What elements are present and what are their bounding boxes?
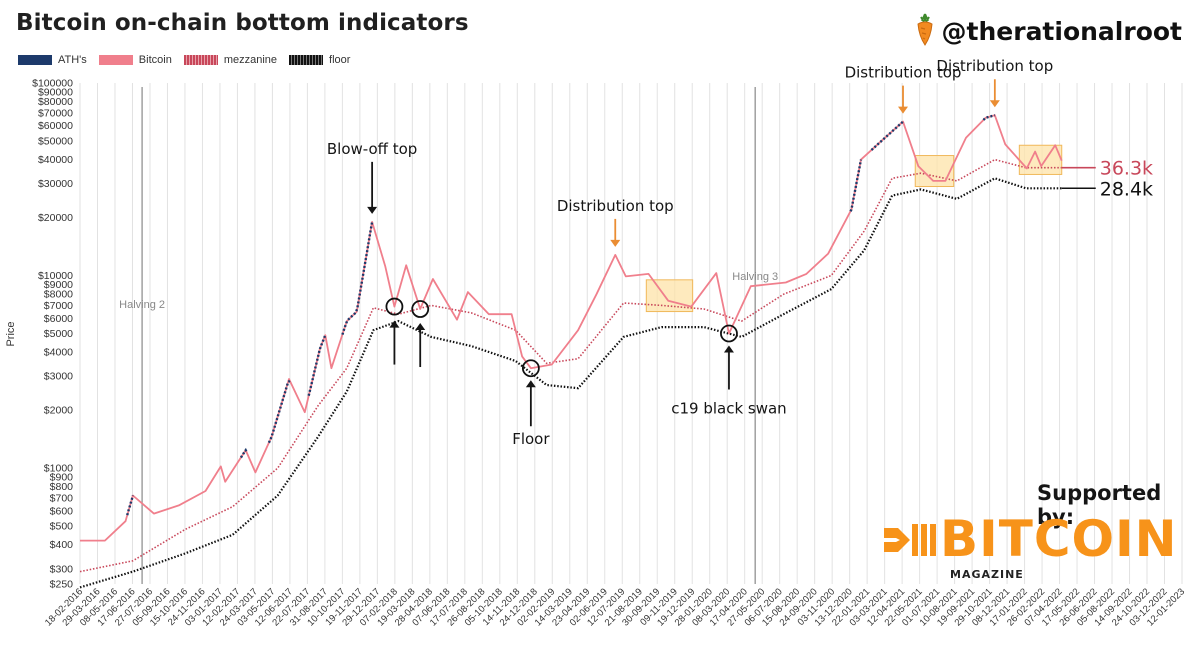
- annotation-label: Blow-off top: [327, 140, 417, 158]
- y-tick-label: $20000: [38, 212, 73, 224]
- chart-legend: ATH's Bitcoin mezzanine floor: [18, 54, 362, 66]
- y-tick-label: $30000: [38, 178, 73, 190]
- bitcoin-magazine-wordmark: BITCOIN: [940, 510, 1178, 568]
- callout-label: 28.4k: [1100, 178, 1153, 200]
- y-tick-label: $8000: [44, 289, 73, 301]
- annotation-arrow-head: [989, 100, 1000, 108]
- annotation-arrow-head: [610, 239, 621, 247]
- highlight-circle: [411, 300, 430, 318]
- ath-segment: [239, 447, 248, 459]
- legend-swatch-mezzanine: [183, 55, 218, 65]
- callout-label: 36.3k: [1100, 158, 1153, 180]
- y-tick-label: $600: [50, 505, 74, 517]
- chart-title: Bitcoin on-chain bottom indicators: [16, 10, 469, 36]
- y-tick-label: $50000: [38, 135, 73, 147]
- author-brand: @therationalroot: [914, 12, 1182, 50]
- y-tick-label: $6000: [44, 313, 73, 325]
- series-line-mezzanine: [79, 158, 1062, 573]
- ath-segment: [126, 495, 135, 516]
- legend-item-mezzanine: mezzanine: [183, 54, 278, 66]
- y-tick-label: $2000: [44, 405, 73, 417]
- annotation-arrow-head: [415, 323, 426, 331]
- y-tick-label: $700: [50, 492, 74, 504]
- legend-item-floor: floor: [289, 54, 350, 66]
- annotation-arrow-head: [389, 320, 400, 328]
- highlight-circle: [521, 359, 540, 378]
- halving-lines: Halving 2 Halving 3: [119, 87, 778, 584]
- annotation-label: Floor: [512, 430, 550, 448]
- bitcoin-magazine-subtitle: MAGAZINE: [950, 568, 1024, 581]
- annotation-label: Distribution top: [845, 64, 962, 82]
- y-tick-label: $300: [50, 563, 74, 575]
- y-tick-label: $500: [50, 521, 74, 533]
- y-tick-label: $70000: [38, 107, 73, 119]
- chart-series: [79, 114, 1063, 589]
- annotation-arrow-head: [525, 380, 536, 388]
- legend-item-ath: ATH's: [18, 54, 87, 66]
- ath-segment: [307, 334, 327, 396]
- y-tick-label: $5000: [44, 328, 73, 340]
- y-tick-label: $800: [50, 481, 74, 493]
- annotation-label: Distribution top: [936, 57, 1053, 75]
- y-tick-label: $1000: [44, 463, 73, 475]
- legend-label-floor: floor: [329, 54, 351, 66]
- ath-segment: [870, 120, 904, 151]
- carrot-icon: [914, 12, 936, 50]
- bitcoin-magazine-logo: BITCOIN MAGAZINE: [884, 510, 1178, 581]
- legend-label-bitcoin: Bitcoin: [138, 54, 172, 66]
- highlight-zone: [1018, 144, 1063, 175]
- halving-label: Halving 2: [119, 299, 165, 311]
- y-tick-label: $3000: [44, 371, 73, 383]
- y-tick-label: $9000: [44, 279, 73, 291]
- y-tick-label: $90000: [38, 86, 73, 98]
- series-line-bitcoin: [80, 114, 1063, 542]
- y-tick-label: $10000: [38, 270, 73, 282]
- highlight-circle: [720, 324, 738, 343]
- series-line-floor: [79, 177, 1062, 589]
- annotation-arrow-head: [723, 345, 734, 353]
- legend-swatch-floor: [289, 55, 324, 65]
- annotation-label: Distribution top: [557, 197, 674, 215]
- highlight-zone: [914, 155, 955, 188]
- y-tick-label: $900: [50, 471, 74, 483]
- y-tick-label: $40000: [38, 154, 73, 166]
- bitcoin-magazine-icon: [884, 514, 940, 568]
- author-handle: @therationalroot: [941, 16, 1182, 46]
- ath-segment: [341, 221, 374, 335]
- y-tick-label: $4000: [44, 347, 73, 359]
- y-axis-label: Price: [5, 321, 17, 346]
- legend-item-bitcoin: Bitcoin: [98, 54, 172, 66]
- y-tick-label: $60000: [38, 120, 73, 132]
- y-tick-label: $7000: [44, 300, 73, 312]
- ath-segment: [267, 379, 291, 444]
- annotation-arrow-head: [898, 106, 909, 114]
- annotation-label: c19 black swan: [671, 400, 786, 418]
- y-tick-label: $250: [50, 579, 74, 591]
- chart-grid: [79, 83, 1183, 584]
- y-tick-label: $100000: [32, 78, 73, 90]
- halving-label: Halving 3: [732, 271, 778, 283]
- supported-by-label: Supported by:: [1037, 481, 1162, 529]
- legend-swatch-ath: [18, 55, 52, 65]
- highlight-zone: [645, 279, 694, 313]
- highlight-zones: [645, 144, 1063, 313]
- legend-label-mezzanine: mezzanine: [223, 54, 278, 66]
- ath-segment: [849, 159, 863, 212]
- highlight-circle: [385, 297, 404, 316]
- y-tick-label: $80000: [38, 96, 73, 108]
- y-tick-label: $400: [50, 539, 74, 551]
- legend-label-ath: ATH's: [58, 54, 87, 66]
- annotation-arrow-head: [367, 206, 378, 214]
- legend-swatch-bitcoin: [98, 55, 133, 65]
